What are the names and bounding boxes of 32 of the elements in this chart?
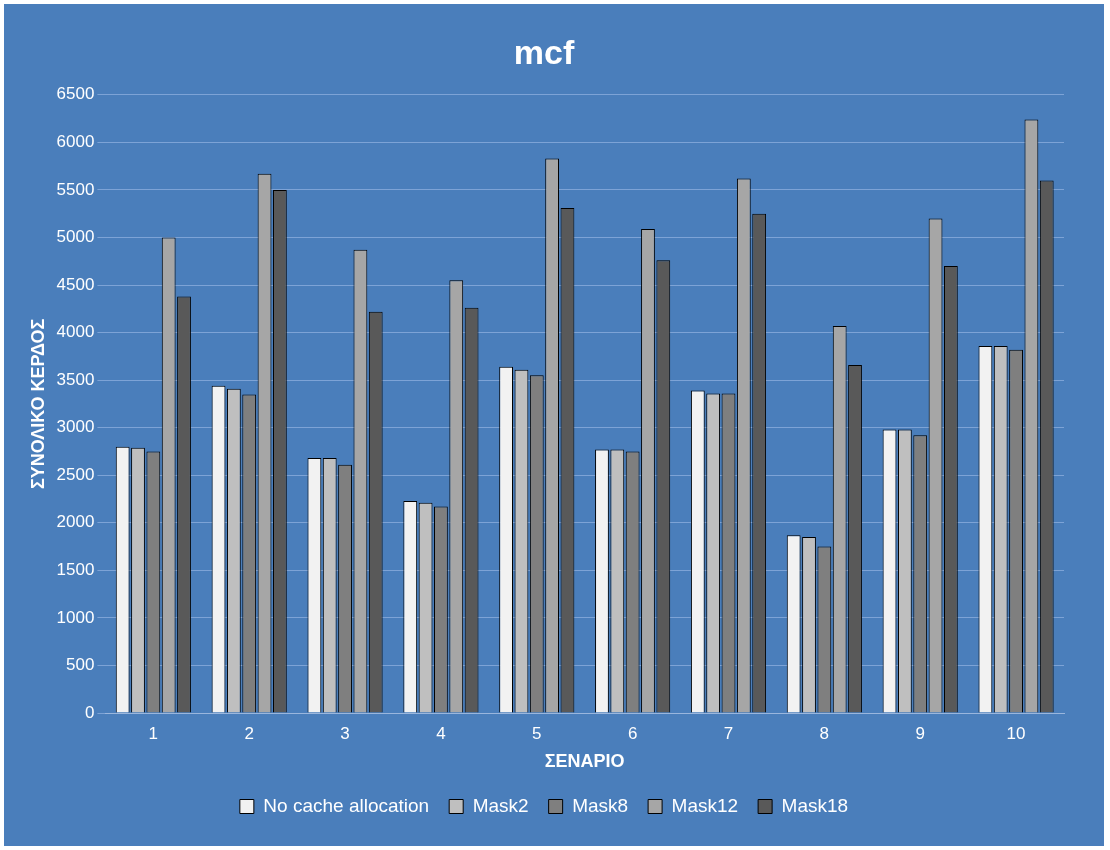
y-tick-label: 3500 (56, 369, 95, 389)
x-tick-label: 3 (340, 723, 350, 743)
y-tick-label: 2500 (56, 464, 95, 484)
x-tick-label: 4 (436, 723, 446, 743)
legend-label: Mask18 (781, 794, 849, 816)
y-tick-label: 1500 (56, 560, 95, 580)
legend-label: Mask8 (572, 794, 629, 816)
y-tick-label: 6000 (56, 132, 95, 152)
x-tick-label: 6 (627, 723, 638, 743)
y-tick-label: 0 (84, 702, 95, 722)
y-tick-label: 2000 (56, 512, 95, 532)
x-tick-label: 1 (148, 723, 159, 743)
chart-title: mcf (513, 32, 575, 71)
y-tick-label: 5000 (56, 227, 95, 247)
legend-label: Mask12 (671, 794, 739, 816)
y-tick-label: 4500 (56, 274, 95, 294)
x-tick-label: 5 (532, 723, 542, 743)
x-tick-label: 9 (915, 723, 925, 743)
legend-label: No cache allocation (263, 794, 430, 816)
y-tick-label: 1000 (56, 607, 95, 627)
x-tick-label: 7 (723, 723, 734, 743)
x-tick-label: 2 (244, 723, 254, 743)
x-tick-label: 8 (819, 723, 830, 743)
x-axis-title: ΣΕΝΑΡΙΟ (544, 751, 625, 772)
y-tick-label: 5500 (56, 179, 95, 199)
x-tick-label: 10 (1006, 723, 1026, 743)
y-axis-title: ΣΥΝΟΛΙΚΟ ΚΕΡΔΟΣ (27, 318, 48, 490)
y-tick-label: 4000 (56, 322, 95, 342)
legend-label: Mask2 (472, 794, 529, 816)
y-tick-label: 500 (66, 655, 95, 675)
y-tick-label: 6500 (56, 84, 95, 104)
y-tick-label: 3000 (56, 417, 95, 437)
